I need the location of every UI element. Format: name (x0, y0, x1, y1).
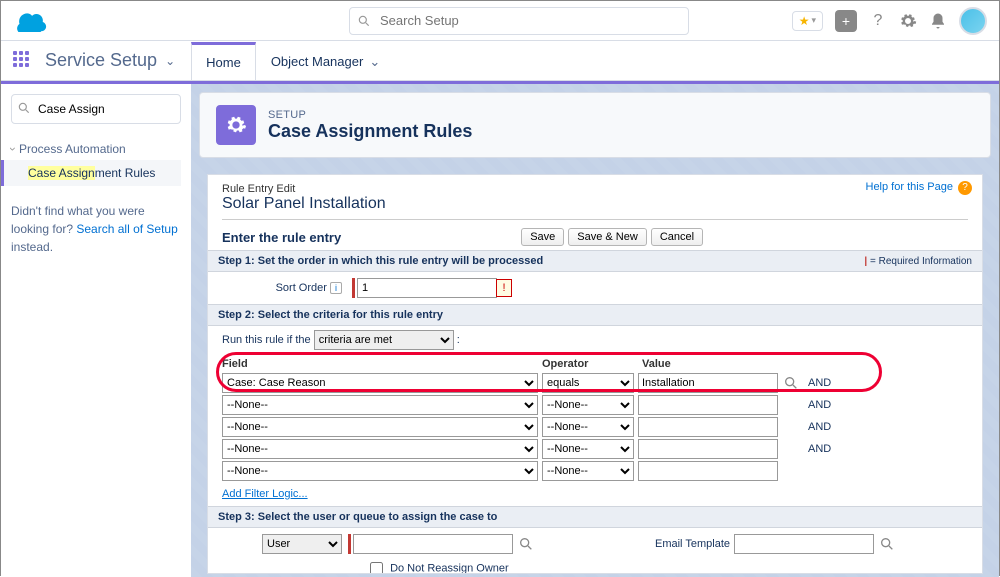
required-mark (352, 278, 355, 298)
value-input[interactable] (638, 395, 778, 415)
col-field: Field (222, 358, 542, 370)
field-select[interactable]: --None-- (222, 417, 538, 437)
rule-name: Solar Panel Installation (208, 195, 982, 217)
divider (222, 219, 968, 220)
criteria-row: --None----None-- AND (222, 438, 968, 460)
value-input[interactable] (638, 439, 778, 459)
and-label: AND (808, 421, 831, 433)
setup-tile-icon (216, 105, 256, 145)
sidebar-search (11, 94, 181, 124)
search-all-setup-link[interactable]: Search all of Setup (76, 222, 177, 236)
tab-home[interactable]: Home (191, 42, 256, 80)
lookup-icon[interactable] (878, 535, 896, 553)
sort-order-input[interactable] (357, 278, 497, 298)
lookup-icon[interactable] (517, 535, 535, 553)
operator-select[interactable]: --None-- (542, 417, 634, 437)
value-input[interactable] (638, 461, 778, 481)
field-select[interactable]: Case: Case Reason (222, 373, 538, 393)
page-eyebrow: SETUP (268, 109, 472, 121)
favorites-button[interactable]: ★▾ (792, 11, 823, 31)
criteria-row: --None----None-- AND (222, 416, 968, 438)
operator-select[interactable]: equals (542, 373, 634, 393)
and-label: AND (808, 399, 831, 411)
assignee-input[interactable] (353, 534, 513, 554)
app-launcher-icon[interactable] (13, 51, 33, 71)
assignee-type-select[interactable]: User (262, 534, 342, 554)
notification-bell-icon[interactable] (929, 12, 947, 30)
value-input[interactable] (638, 373, 778, 393)
run-rule-row: Run this rule if the criteria are met : (208, 326, 982, 354)
email-template-label: Email Template (655, 538, 730, 550)
lookup-icon[interactable] (782, 374, 800, 392)
error-indicator-icon: ! (496, 279, 512, 297)
salesforce-logo (13, 9, 49, 33)
operator-select[interactable]: --None-- (542, 461, 634, 481)
criteria-table: Field Operator Value Case: Case Reasoneq… (208, 354, 982, 482)
context-bar: Service Setup ⌄ Home Object Manager⌄ (1, 41, 999, 81)
criteria-row: --None----None-- AND (222, 394, 968, 416)
reassign-row: Do Not Reassign Owner (208, 560, 982, 574)
sidebar-category[interactable]: Process Automation (11, 138, 181, 160)
col-value: Value (642, 358, 792, 370)
criteria-row: --None----None-- (222, 460, 968, 482)
user-avatar[interactable] (959, 7, 987, 35)
app-name: Service Setup (45, 50, 157, 71)
assignee-row: User Email Template (208, 528, 982, 560)
step3-header: Step 3: Select the user or queue to assi… (208, 506, 982, 528)
step1-header: Step 1: Set the order in which this rule… (208, 250, 982, 272)
do-not-reassign-label: Do Not Reassign Owner (390, 562, 509, 574)
step2-header: Step 2: Select the criteria for this rul… (208, 304, 982, 326)
entry-section-label: Enter the rule entry (222, 230, 341, 245)
help-icon[interactable]: ? (869, 12, 887, 30)
info-icon[interactable]: i (330, 282, 342, 294)
and-label: AND (808, 377, 831, 389)
required-mark (348, 534, 351, 554)
global-search-input[interactable] (349, 7, 689, 35)
setup-sidebar: Process Automation Case Assignment Rules… (1, 84, 191, 577)
tab-object-manager[interactable]: Object Manager⌄ (256, 41, 395, 80)
field-select[interactable]: --None-- (222, 461, 538, 481)
email-template-input[interactable] (734, 534, 874, 554)
page-header: SETUP Case Assignment Rules (199, 92, 991, 158)
global-add-button[interactable]: + (835, 10, 857, 32)
sidebar-search-input[interactable] (11, 94, 181, 124)
global-search (349, 7, 689, 35)
page-title: Case Assignment Rules (268, 121, 472, 142)
save-and-new-button[interactable]: Save & New (568, 228, 647, 246)
search-icon (357, 14, 371, 28)
search-icon (17, 101, 31, 118)
operator-select[interactable]: --None-- (542, 439, 634, 459)
criteria-header-row: Field Operator Value (222, 354, 968, 372)
add-filter-logic-link[interactable]: Add Filter Logic... (208, 482, 322, 506)
and-label: AND (808, 443, 831, 455)
required-legend: | = Required Information (864, 256, 972, 267)
operator-select[interactable]: --None-- (542, 395, 634, 415)
do-not-reassign-checkbox[interactable] (370, 562, 383, 574)
content-area: SETUP Case Assignment Rules Help for thi… (191, 84, 999, 577)
sidebar-help-text: Didn't find what you were looking for? S… (11, 202, 181, 256)
field-select[interactable]: --None-- (222, 395, 538, 415)
setup-gear-icon[interactable] (899, 12, 917, 30)
cancel-button[interactable]: Cancel (651, 228, 703, 246)
global-header: ★▾ + ? (1, 1, 999, 41)
rule-entry-form: Help for this Page ? Rule Entry Edit Sol… (207, 174, 983, 574)
header-actions: ★▾ + ? (792, 7, 987, 35)
field-select[interactable]: --None-- (222, 439, 538, 459)
app-switcher-chevron[interactable]: ⌄ (165, 54, 175, 68)
col-operator: Operator (542, 358, 642, 370)
entry-toolbar: Enter the rule entry Save Save & New Can… (208, 224, 982, 250)
sidebar-item-case-assignment-rules[interactable]: Case Assignment Rules (1, 160, 181, 186)
help-for-page-link[interactable]: Help for this Page ? (866, 181, 973, 195)
value-input[interactable] (638, 417, 778, 437)
criteria-row: Case: Case Reasonequals AND (222, 372, 968, 394)
save-button[interactable]: Save (521, 228, 564, 246)
run-condition-select[interactable]: criteria are met (314, 330, 454, 350)
